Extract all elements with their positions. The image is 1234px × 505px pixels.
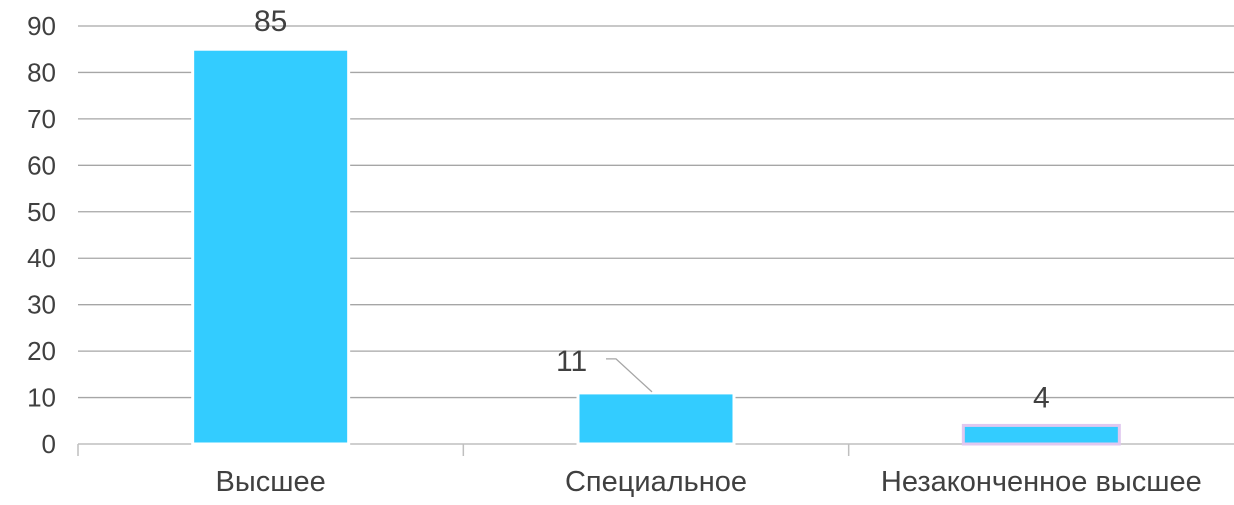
x-category-label: Высшее xyxy=(216,466,326,498)
y-tick-label: 30 xyxy=(27,290,56,320)
x-category-label: Специальное xyxy=(565,466,747,498)
bars xyxy=(191,47,1121,446)
data-label-leader-line xyxy=(606,358,653,393)
x-category-label: Незаконченное высшее xyxy=(881,466,1202,498)
y-tick-label: 90 xyxy=(27,11,56,41)
x-axis xyxy=(77,443,1234,456)
y-axis-tick-labels: 0 10 20 30 40 50 60 70 80 90 xyxy=(27,11,56,459)
y-tick-label: 40 xyxy=(27,243,56,273)
y-tick-label: 70 xyxy=(27,104,56,134)
bar xyxy=(961,423,1121,446)
bar xyxy=(191,47,351,446)
data-label: 11 xyxy=(556,345,587,378)
y-tick-label: 20 xyxy=(27,336,56,366)
data-label: 85 xyxy=(254,5,287,38)
x-axis-category-labels: Высшее Специальное Незаконченное высшее xyxy=(216,466,1202,498)
data-label: 4 xyxy=(1033,381,1050,414)
y-tick-label: 60 xyxy=(27,150,56,180)
y-tick-label: 80 xyxy=(27,57,56,87)
data-labels: 85 11 4 xyxy=(254,5,1050,414)
y-tick-label: 10 xyxy=(27,383,56,413)
bar xyxy=(576,391,736,446)
y-tick-label: 50 xyxy=(27,197,56,227)
y-tick-label: 0 xyxy=(42,429,56,459)
